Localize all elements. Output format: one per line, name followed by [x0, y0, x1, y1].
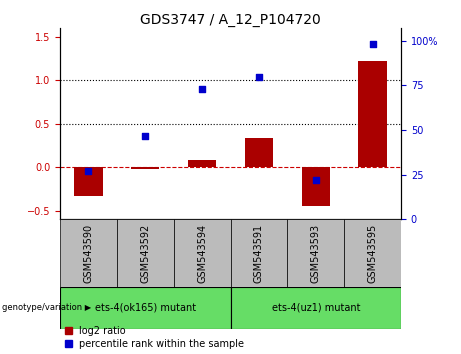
Text: GSM543594: GSM543594 — [197, 223, 207, 283]
Text: ets-4(ok165) mutant: ets-4(ok165) mutant — [95, 303, 196, 313]
Bar — [60, 287, 230, 329]
Point — [85, 169, 92, 174]
Text: GSM543592: GSM543592 — [140, 223, 150, 283]
Bar — [230, 287, 401, 329]
Text: GSM543595: GSM543595 — [367, 223, 378, 283]
Bar — [60, 219, 117, 287]
Text: genotype/variation ▶: genotype/variation ▶ — [2, 303, 92, 313]
Bar — [358, 61, 387, 167]
Bar — [117, 219, 174, 287]
Text: GSM543593: GSM543593 — [311, 223, 321, 283]
Bar — [230, 219, 287, 287]
Bar — [74, 167, 102, 196]
Point — [142, 133, 149, 138]
Legend: log2 ratio, percentile rank within the sample: log2 ratio, percentile rank within the s… — [65, 326, 244, 349]
Text: GSM543590: GSM543590 — [83, 223, 94, 283]
Bar — [344, 219, 401, 287]
Title: GDS3747 / A_12_P104720: GDS3747 / A_12_P104720 — [140, 13, 321, 27]
Bar — [174, 219, 230, 287]
Bar — [287, 219, 344, 287]
Text: ets-4(uz1) mutant: ets-4(uz1) mutant — [272, 303, 360, 313]
Point — [369, 41, 376, 47]
Point — [198, 86, 206, 92]
Point — [312, 177, 319, 183]
Point — [255, 74, 263, 79]
Text: GSM543591: GSM543591 — [254, 223, 264, 283]
Bar — [131, 167, 160, 169]
Bar — [301, 167, 330, 206]
Bar — [245, 138, 273, 167]
Bar — [188, 160, 216, 167]
